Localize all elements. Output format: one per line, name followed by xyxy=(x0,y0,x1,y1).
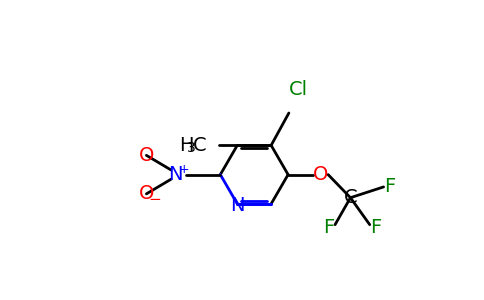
Text: C: C xyxy=(344,188,357,207)
Text: O: O xyxy=(139,184,154,203)
Text: F: F xyxy=(370,218,381,237)
Text: −: − xyxy=(149,192,161,207)
Text: N: N xyxy=(230,196,244,215)
Text: N: N xyxy=(168,165,183,184)
Text: C: C xyxy=(193,136,206,155)
Text: H: H xyxy=(179,136,193,155)
Text: 3: 3 xyxy=(186,141,195,155)
Text: F: F xyxy=(384,177,395,196)
Text: O: O xyxy=(139,146,154,165)
Text: +: + xyxy=(179,163,189,176)
Text: O: O xyxy=(313,165,328,184)
Text: F: F xyxy=(323,218,334,237)
Text: Cl: Cl xyxy=(289,80,308,99)
